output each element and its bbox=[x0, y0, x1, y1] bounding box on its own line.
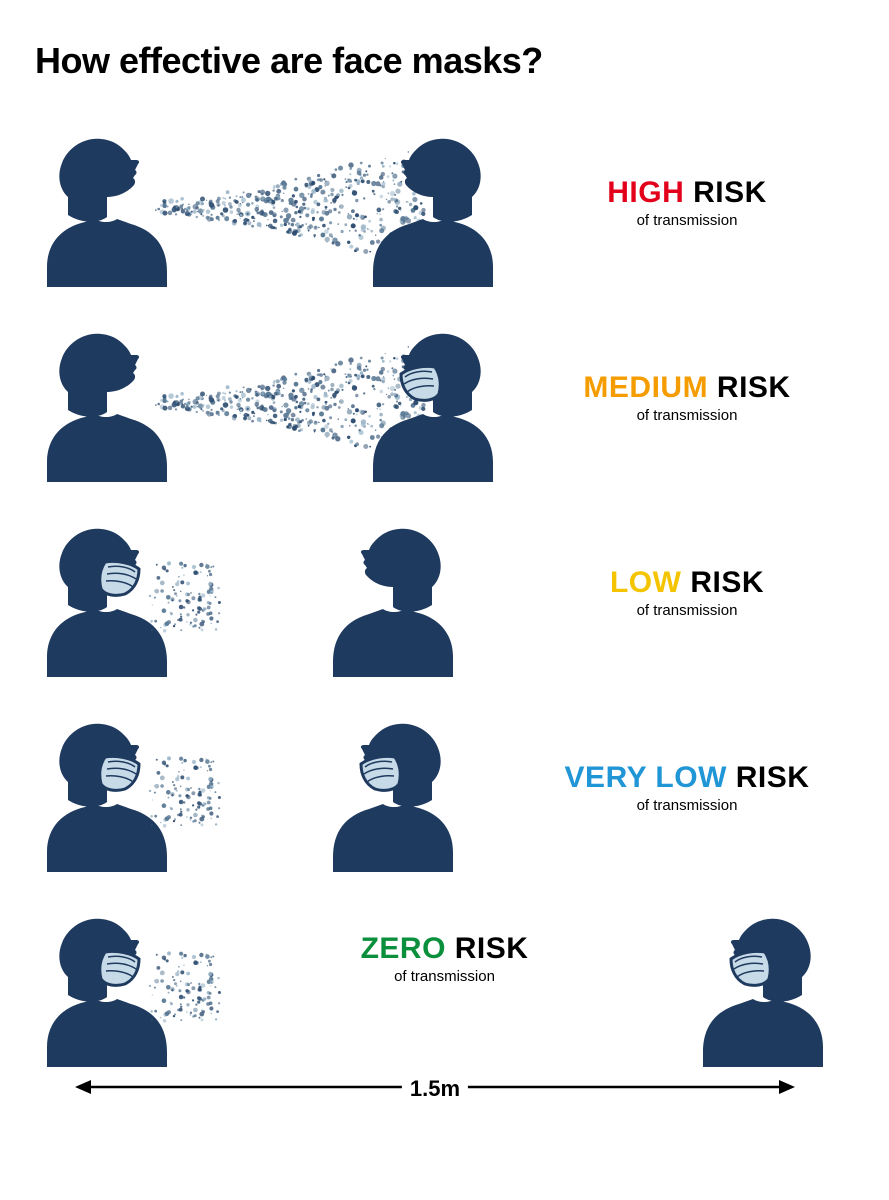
person-right-icon bbox=[325, 517, 465, 682]
risk-level-text: VERY LOW bbox=[565, 761, 727, 794]
person-left-icon bbox=[35, 712, 175, 877]
risk-sub-label: of transmission bbox=[295, 968, 595, 985]
distance-label: 1.5m bbox=[402, 1076, 468, 1102]
scenario-row-high: HIGH RISK of transmission bbox=[35, 112, 854, 292]
person-right-icon bbox=[695, 907, 835, 1072]
risk-label-area: ZERO RISK of transmission bbox=[295, 932, 595, 985]
person-left-icon bbox=[35, 517, 175, 682]
scenario-row-verylow: VERY LOW RISK of transmission bbox=[35, 697, 854, 877]
risk-sub-label: of transmission bbox=[520, 212, 854, 229]
risk-sub-label: of transmission bbox=[520, 407, 854, 424]
risk-level-text: HIGH bbox=[607, 176, 684, 209]
person-right-icon bbox=[365, 322, 505, 487]
risk-word-text: RISK bbox=[455, 932, 529, 965]
scenarios-container: HIGH RISK of transmission bbox=[35, 112, 854, 1072]
scenario-row-medium: MEDIUM RISK of transmission bbox=[35, 307, 854, 487]
person-right-icon bbox=[325, 712, 465, 877]
risk-sub-label: of transmission bbox=[520, 602, 854, 619]
person-left-icon bbox=[35, 907, 175, 1072]
distance-indicator: 1.5m bbox=[75, 1072, 795, 1102]
risk-label-area: MEDIUM RISK of transmission bbox=[515, 371, 854, 424]
risk-sub-label: of transmission bbox=[520, 797, 854, 814]
risk-word-text2: RISK bbox=[690, 566, 764, 599]
scenario-row-zero: ZERO RISK of transmission bbox=[35, 892, 854, 1072]
risk-level-text: MEDIUM bbox=[583, 371, 708, 404]
risk-label-area: HIGH RISK of transmission bbox=[515, 176, 854, 229]
people-area bbox=[35, 502, 515, 682]
risk-word-text2: RISK bbox=[736, 761, 810, 794]
people-area bbox=[35, 307, 515, 487]
person-right-icon bbox=[365, 127, 505, 292]
risk-label-area: LOW RISK of transmission bbox=[515, 566, 854, 619]
risk-level-text: ZERO bbox=[361, 932, 446, 965]
people-area bbox=[35, 112, 515, 292]
scenario-row-low: LOW RISK of transmission bbox=[35, 502, 854, 682]
page-title: How effective are face masks? bbox=[35, 40, 854, 82]
people-area bbox=[35, 697, 515, 877]
risk-label-area: VERY LOW RISK of transmission bbox=[515, 761, 854, 814]
risk-level-text: LOW bbox=[610, 566, 681, 599]
person-left-icon bbox=[35, 127, 175, 292]
person-left-icon bbox=[35, 322, 175, 487]
risk-word-text2: RISK bbox=[717, 371, 791, 404]
risk-word-text2: RISK bbox=[693, 176, 767, 209]
